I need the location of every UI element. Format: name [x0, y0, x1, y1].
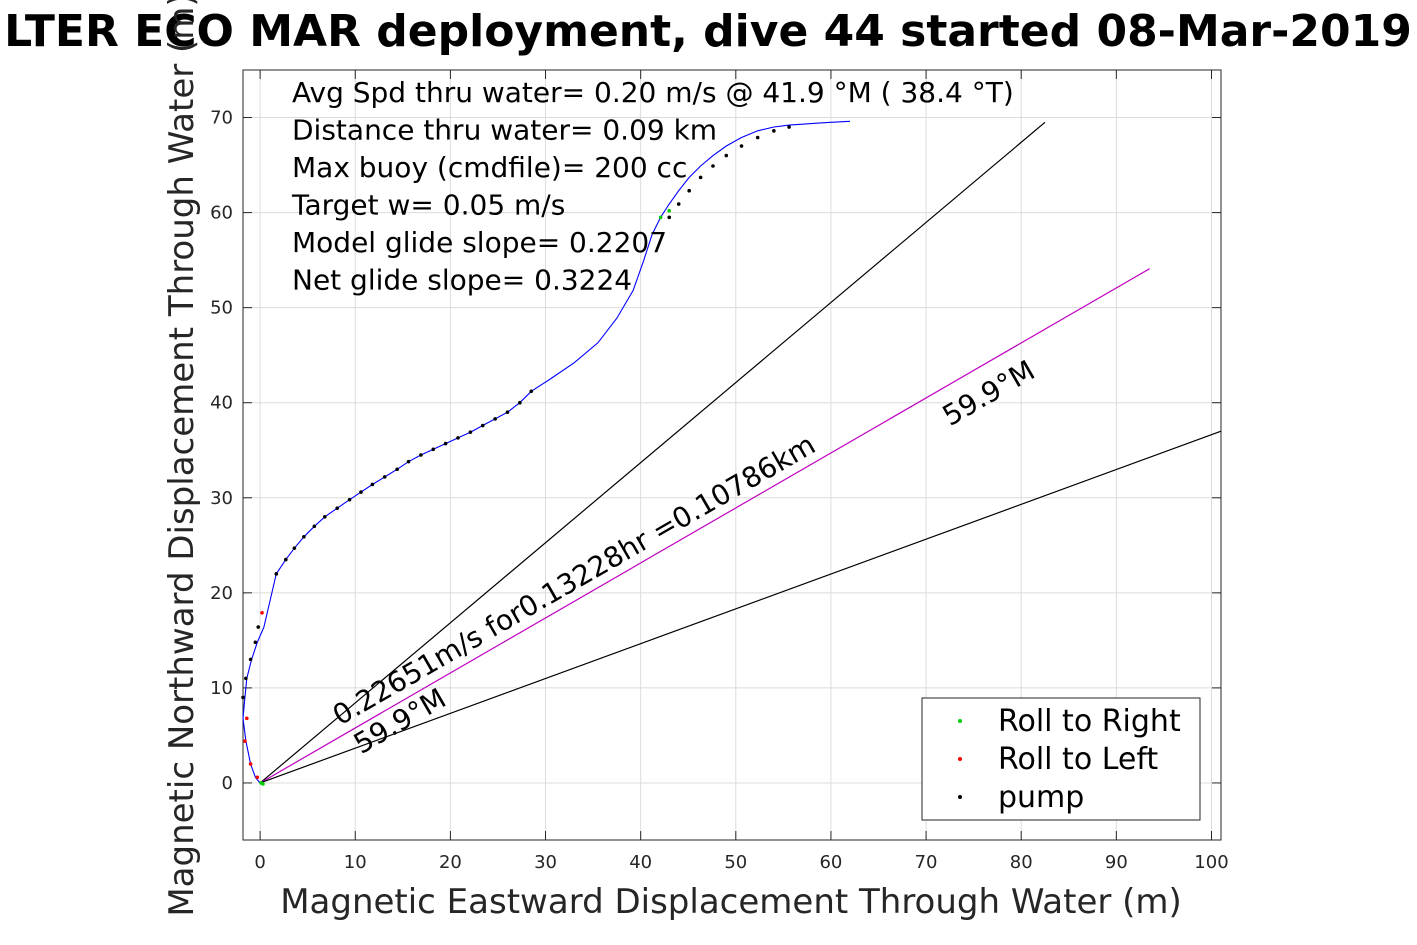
x-tick-label: 10 — [344, 852, 367, 873]
roll-left-marker — [248, 762, 253, 766]
y-tick-label: 10 — [210, 678, 233, 699]
plot-area — [242, 69, 1222, 841]
pump-marker — [406, 459, 411, 464]
pump-marker — [323, 514, 327, 519]
pump-marker — [312, 524, 317, 529]
x-tick-label: 100 — [1194, 852, 1228, 873]
y-tick-label: 60 — [210, 203, 233, 224]
reference-line-1 — [259, 121, 1046, 784]
pump-marker — [739, 144, 744, 148]
pump-marker — [370, 482, 375, 487]
roll-left-marker — [243, 739, 247, 743]
x-tick-label: 30 — [534, 852, 557, 873]
legend-marker — [958, 719, 962, 723]
pump-marker — [419, 453, 423, 457]
pump-marker — [359, 490, 363, 494]
x-tick-label: 70 — [915, 852, 938, 873]
y-axis-ticks: 0 10 20 30 40 50 60 70 — [210, 108, 1221, 794]
y-tick-label: 30 — [210, 488, 233, 509]
pump-marker — [529, 389, 534, 394]
pump-marker — [443, 441, 448, 446]
y-tick-label: 20 — [210, 583, 233, 604]
grid — [243, 70, 1221, 840]
pump-marker — [284, 557, 288, 562]
pump-marker — [256, 625, 261, 629]
x-axis-label: Magnetic Eastward Displacement Through W… — [280, 882, 1182, 922]
pump-marker — [468, 430, 473, 434]
info-line-4: Target w= 0.05 m/s — [291, 189, 565, 222]
info-line-2: Distance thru water= 0.09 km — [292, 114, 717, 147]
pump-marker — [241, 695, 245, 700]
pump-marker — [787, 125, 791, 129]
y-tick-label: 50 — [210, 298, 233, 319]
roll-right-marker — [667, 208, 672, 213]
pump-marker — [382, 475, 387, 479]
info-text-block: Avg Spd thru water= 0.20 m/s @ 41.9 °M (… — [291, 76, 1014, 297]
pump-marker — [248, 657, 253, 662]
pump-marker — [518, 400, 522, 405]
info-line-1: Avg Spd thru water= 0.20 m/s @ 41.9 °M (… — [292, 76, 1014, 109]
pump-marker — [302, 534, 306, 539]
pump-marker — [253, 640, 258, 645]
pump-marker — [274, 572, 279, 576]
x-axis-ticks: 0 10 20 30 40 50 60 70 80 90 100 — [254, 70, 1229, 873]
pump-marker — [456, 436, 460, 440]
roll-left-marker — [255, 775, 260, 780]
pump-marker — [480, 423, 485, 428]
pump-marker — [395, 467, 399, 472]
roll-right-marker — [261, 782, 265, 786]
legend-label: pump — [998, 780, 1084, 815]
chart-title: LTER ECO MAR deployment, dive 44 started… — [4, 6, 1412, 57]
pump-marker — [431, 447, 436, 452]
y-axis-label: Magnetic Northward Displacement Through … — [162, 0, 202, 917]
roll-right-marker — [658, 215, 663, 220]
x-tick-label: 20 — [439, 852, 462, 873]
annotation-1: 0.22651m/s for0.13228hr =0.10786km — [327, 428, 821, 732]
pump-marker — [493, 417, 497, 421]
reference-lines — [259, 121, 1222, 784]
reference-line-2 — [259, 268, 1150, 784]
pump-marker — [505, 410, 510, 415]
pump-marker — [724, 153, 729, 158]
roll-left-marker — [245, 716, 249, 721]
legend-label: Roll to Left — [998, 742, 1158, 777]
info-line-6: Net glide slope= 0.3224 — [292, 264, 632, 297]
markers — [241, 125, 791, 786]
pump-marker — [676, 202, 681, 206]
pump-marker — [698, 175, 703, 180]
x-tick-label: 60 — [819, 852, 842, 873]
x-tick-label: 80 — [1010, 852, 1033, 873]
annotation-3: 59.9°M — [937, 354, 1041, 433]
x-tick-label: 0 — [254, 852, 265, 873]
x-tick-label: 40 — [629, 852, 652, 873]
legend-box — [921, 697, 1201, 821]
pump-marker — [687, 188, 691, 193]
pump-marker — [755, 135, 760, 140]
roll-left-marker — [260, 611, 264, 615]
pump-marker — [244, 676, 248, 681]
y-tick-label: 40 — [210, 393, 233, 414]
legend-label: Roll to Right — [998, 704, 1181, 739]
x-tick-label: 90 — [1105, 852, 1128, 873]
reference-line-3 — [259, 430, 1222, 784]
info-line-3: Max buoy (cmdfile)= 200 cc — [292, 151, 687, 184]
x-tick-label: 50 — [724, 852, 747, 873]
pump-marker — [292, 546, 297, 550]
pump-marker — [347, 497, 352, 502]
y-tick-label: 0 — [222, 773, 233, 794]
pump-marker — [711, 164, 715, 168]
pump-marker — [772, 129, 776, 133]
info-line-5: Model glide slope= 0.2207 — [292, 226, 667, 259]
y-tick-label: 70 — [210, 108, 233, 129]
pump-marker — [335, 506, 339, 511]
legend-marker — [958, 757, 962, 761]
legend-marker — [958, 795, 962, 799]
pump-marker — [667, 215, 672, 220]
